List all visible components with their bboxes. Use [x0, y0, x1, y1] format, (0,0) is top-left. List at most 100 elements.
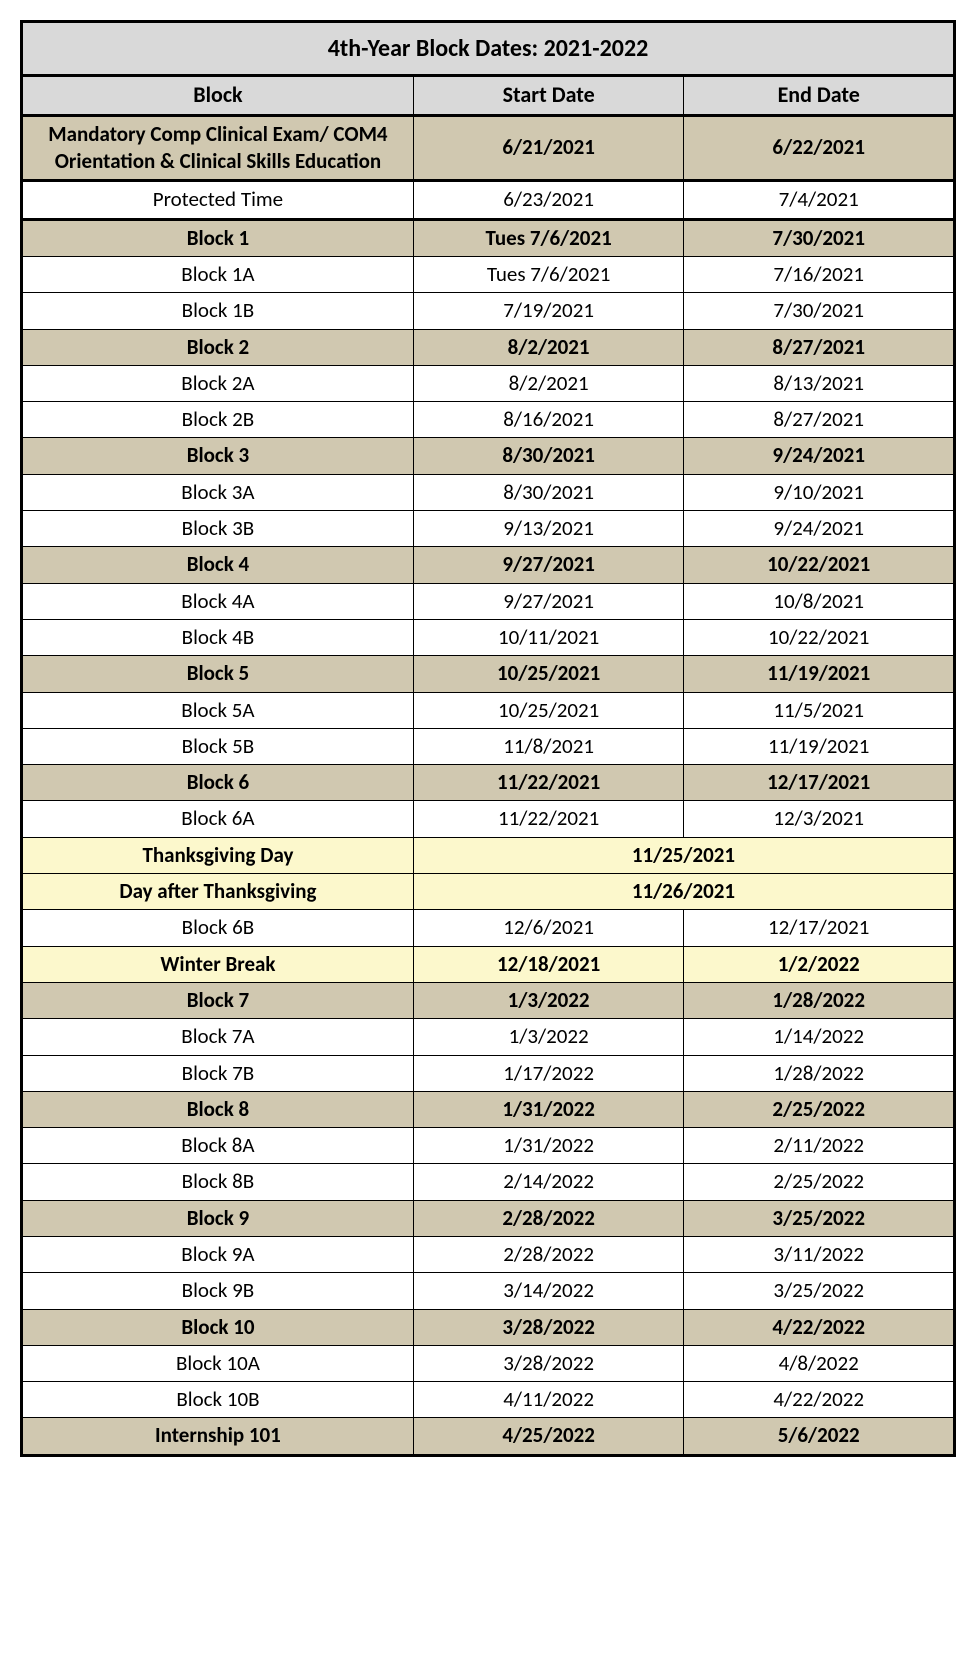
table-row: Block 1ATues 7/6/20217/16/2021 [22, 256, 955, 292]
table-row: Block 28/2/20218/27/2021 [22, 329, 955, 365]
end-date-cell: 7/16/2021 [684, 256, 955, 292]
table-row: Thanksgiving Day11/25/2021 [22, 837, 955, 873]
start-date-cell: 1/31/2022 [413, 1128, 684, 1164]
block-dates-table: 4th-Year Block Dates: 2021-2022BlockStar… [20, 20, 956, 1457]
table-row: Block 3A8/30/20219/10/2021 [22, 474, 955, 510]
block-name-cell: Block 6 [22, 765, 414, 801]
end-date-cell: 4/22/2022 [684, 1309, 955, 1345]
table-row: Block 10B4/11/20224/22/2022 [22, 1382, 955, 1418]
table-row: Block 5A10/25/202111/5/2021 [22, 692, 955, 728]
block-name-cell: Block 8A [22, 1128, 414, 1164]
table-row: Block 9A2/28/20223/11/2022 [22, 1236, 955, 1272]
end-date-cell: 4/22/2022 [684, 1382, 955, 1418]
block-name-cell: Block 10A [22, 1345, 414, 1381]
table-row: Day after Thanksgiving11/26/2021 [22, 874, 955, 910]
end-date-cell: 7/30/2021 [684, 293, 955, 329]
end-date-cell: 8/27/2021 [684, 402, 955, 438]
block-name-cell: Block 1B [22, 293, 414, 329]
block-name-cell: Block 10B [22, 1382, 414, 1418]
block-name-cell: Block 9 [22, 1200, 414, 1236]
table-row: Block 81/31/20222/25/2022 [22, 1091, 955, 1127]
block-name-cell: Block 6B [22, 910, 414, 946]
table-row: Block 8B2/14/20222/25/2022 [22, 1164, 955, 1200]
end-date-cell: 10/22/2021 [684, 619, 955, 655]
end-date-cell: 6/22/2021 [684, 115, 955, 181]
end-date-cell: 3/25/2022 [684, 1200, 955, 1236]
start-date-cell: 1/3/2022 [413, 982, 684, 1018]
table-title: 4th-Year Block Dates: 2021-2022 [22, 22, 955, 76]
end-date-cell: 10/22/2021 [684, 547, 955, 583]
end-date-cell: 7/4/2021 [684, 181, 955, 219]
block-name-cell: Block 4B [22, 619, 414, 655]
table-row: Block 38/30/20219/24/2021 [22, 438, 955, 474]
end-date-cell: 4/8/2022 [684, 1345, 955, 1381]
start-date-cell: 10/25/2021 [413, 692, 684, 728]
end-date-cell: 1/28/2022 [684, 982, 955, 1018]
table-row: Protected Time6/23/20217/4/2021 [22, 181, 955, 219]
end-date-cell: 1/28/2022 [684, 1055, 955, 1091]
block-name-cell: Thanksgiving Day [22, 837, 414, 873]
end-date-cell: 11/19/2021 [684, 656, 955, 692]
start-date-cell: 8/30/2021 [413, 474, 684, 510]
start-date-cell: 1/17/2022 [413, 1055, 684, 1091]
start-date-cell: 11/22/2021 [413, 765, 684, 801]
block-name-cell: Block 8 [22, 1091, 414, 1127]
start-date-cell: 8/2/2021 [413, 365, 684, 401]
block-name-cell: Block 6A [22, 801, 414, 837]
start-date-cell: 6/23/2021 [413, 181, 684, 219]
block-name-cell: Block 3B [22, 511, 414, 547]
start-date-cell: 8/2/2021 [413, 329, 684, 365]
end-date-cell: 3/11/2022 [684, 1236, 955, 1272]
start-date-cell: 7/19/2021 [413, 293, 684, 329]
block-name-cell: Protected Time [22, 181, 414, 219]
table-row: Block 92/28/20223/25/2022 [22, 1200, 955, 1236]
table-row: Block 71/3/20221/28/2022 [22, 982, 955, 1018]
end-date-cell: 5/6/2022 [684, 1418, 955, 1455]
block-name-cell: Block 7 [22, 982, 414, 1018]
table-row: Block 2B8/16/20218/27/2021 [22, 402, 955, 438]
end-date-cell: 10/8/2021 [684, 583, 955, 619]
start-date-cell: 11/8/2021 [413, 728, 684, 764]
block-name-cell: Day after Thanksgiving [22, 874, 414, 910]
table-row: Winter Break12/18/20211/2/2022 [22, 946, 955, 982]
start-date-cell: 4/25/2022 [413, 1418, 684, 1455]
table-row: Block 1Tues 7/6/20217/30/2021 [22, 219, 955, 256]
table-row: Block 6A11/22/202112/3/2021 [22, 801, 955, 837]
end-date-cell: 12/17/2021 [684, 765, 955, 801]
end-date-cell: 3/25/2022 [684, 1273, 955, 1309]
end-date-cell: 9/24/2021 [684, 511, 955, 547]
end-date-cell: 2/11/2022 [684, 1128, 955, 1164]
end-date-cell: 11/5/2021 [684, 692, 955, 728]
table-row: Block 7B1/17/20221/28/2022 [22, 1055, 955, 1091]
block-name-cell: Internship 101 [22, 1418, 414, 1455]
table-row: Internship 1014/25/20225/6/2022 [22, 1418, 955, 1455]
table-row: Block 6B12/6/202112/17/2021 [22, 910, 955, 946]
start-date-cell: 12/6/2021 [413, 910, 684, 946]
block-name-cell: Winter Break [22, 946, 414, 982]
start-date-cell: 9/27/2021 [413, 547, 684, 583]
end-date-cell: 8/13/2021 [684, 365, 955, 401]
block-name-cell: Block 2 [22, 329, 414, 365]
start-date-cell: Tues 7/6/2021 [413, 219, 684, 256]
table-row: Block 3B9/13/20219/24/2021 [22, 511, 955, 547]
start-date-cell: 2/14/2022 [413, 1164, 684, 1200]
table-row: Block 4A9/27/202110/8/2021 [22, 583, 955, 619]
start-date-cell: 6/21/2021 [413, 115, 684, 181]
table-row: Block 1B7/19/20217/30/2021 [22, 293, 955, 329]
date-cell: 11/25/2021 [413, 837, 954, 873]
end-date-cell: 11/19/2021 [684, 728, 955, 764]
block-name-cell: Block 5 [22, 656, 414, 692]
table-row: Block 5B11/8/202111/19/2021 [22, 728, 955, 764]
table-row: Block 510/25/202111/19/2021 [22, 656, 955, 692]
block-name-cell: Block 9A [22, 1236, 414, 1272]
table-row: Mandatory Comp Clinical Exam/ COM4 Orien… [22, 115, 955, 181]
start-date-cell: 9/13/2021 [413, 511, 684, 547]
start-date-cell: 3/28/2022 [413, 1345, 684, 1381]
end-date-cell: 2/25/2022 [684, 1164, 955, 1200]
block-name-cell: Block 2B [22, 402, 414, 438]
table-row: Block 103/28/20224/22/2022 [22, 1309, 955, 1345]
block-name-cell: Block 8B [22, 1164, 414, 1200]
table-row: Block 611/22/202112/17/2021 [22, 765, 955, 801]
block-name-cell: Block 5A [22, 692, 414, 728]
block-name-cell: Block 7A [22, 1019, 414, 1055]
